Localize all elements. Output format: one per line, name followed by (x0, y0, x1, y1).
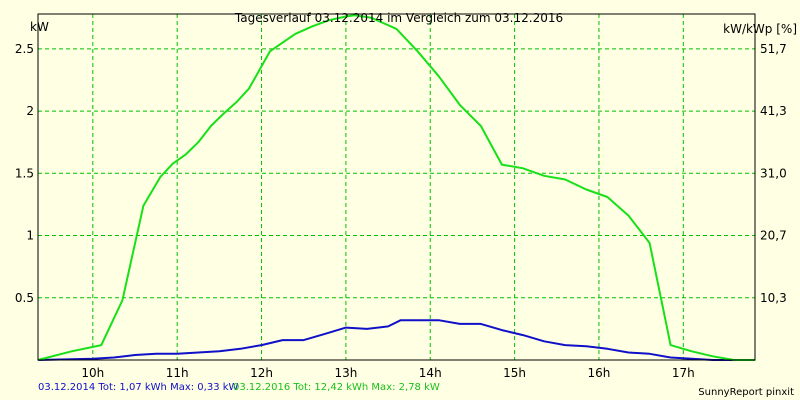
tick-labels: 10h 11h 12h 13h 14h 15h 16h 17h 0.5 1 1.5 2 2.5 10,3 2… (15, 42, 787, 380)
y-tick-label-left: 0.5 (15, 291, 34, 305)
y-tick-label-right: 41,3 (760, 104, 787, 118)
left-axis-label: kW (30, 20, 49, 34)
y-tick-label-left: 2 (26, 104, 34, 118)
x-tick-label: 13h (334, 366, 357, 380)
x-tick-label: 16h (588, 366, 611, 380)
x-tick-label: 17h (672, 366, 695, 380)
x-tick-label: 11h (166, 366, 189, 380)
plot-frame (37, 13, 756, 361)
x-tick-label: 10h (81, 366, 104, 380)
footer-2016-stats: 03.12.2016 Tot: 12,42 kWh Max: 2,78 kW (233, 382, 440, 393)
y-tick-label-right: 20,7 (760, 229, 787, 243)
y-tick-label-left: 2.5 (15, 42, 34, 56)
y-tick-label-right: 10,3 (760, 291, 787, 305)
series-layer (37, 14, 755, 361)
x-tick-label: 14h (419, 366, 442, 380)
footer-credit: SunnyReport pinxit (698, 387, 794, 398)
grid (38, 14, 755, 360)
y-tick-label-right: 51,7 (760, 42, 787, 56)
x-tick-label: 15h (503, 366, 526, 380)
y-tick-label-left: 1 (26, 229, 34, 243)
x-tick-label: 12h (250, 366, 273, 380)
y-tick-label-right: 31,0 (760, 166, 787, 180)
right-axis-label: kW/kWp [%] (723, 22, 797, 36)
series-line-2016 (37, 14, 755, 361)
chart-title: Tagesverlauf 03.12.2014 im Vergleich zum… (234, 11, 563, 25)
y-tick-label-left: 1.5 (15, 166, 34, 180)
series-line-2014 (37, 319, 755, 361)
footer-2014-stats: 03.12.2014 Tot: 1,07 kWh Max: 0,33 kW (38, 382, 239, 393)
